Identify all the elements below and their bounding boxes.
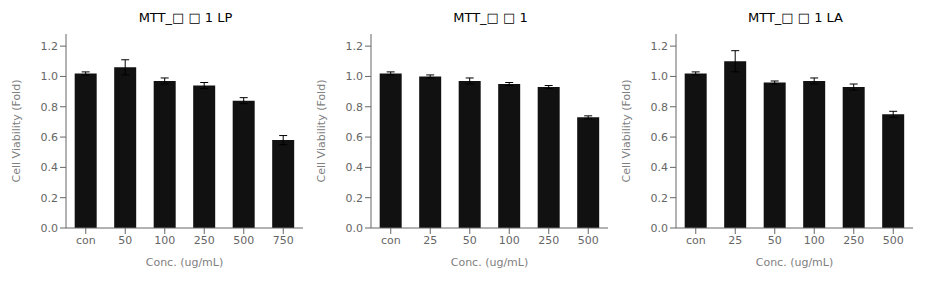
svg-text:0.0: 0.0 [41, 222, 59, 235]
svg-text:750: 750 [273, 234, 294, 247]
svg-text:0.8: 0.8 [651, 101, 669, 114]
svg-text:250: 250 [843, 234, 864, 247]
svg-text:0.4: 0.4 [651, 161, 669, 174]
svg-text:Cell Viability (Fold): Cell Viability (Fold) [620, 80, 633, 183]
svg-text:1.0: 1.0 [41, 70, 59, 83]
svg-text:25: 25 [423, 234, 437, 247]
html-text:MTT_□ □ 1 LP: MTT_□ □ 1 LP [138, 10, 233, 25]
svg-text:0.6: 0.6 [41, 131, 59, 144]
svg-text:con: con [686, 234, 706, 247]
svg-text:500: 500 [883, 234, 904, 247]
svg-text:0.4: 0.4 [41, 161, 59, 174]
html-text:MTT_□ □ 1: MTT_□ □ 1 [453, 10, 528, 25]
svg-text:0.6: 0.6 [346, 131, 364, 144]
svg-text:50: 50 [768, 234, 782, 247]
svg-text:0.2: 0.2 [346, 192, 364, 205]
svg-text:100: 100 [804, 234, 825, 247]
svg-text:1.2: 1.2 [346, 40, 364, 53]
svg-text:0.2: 0.2 [651, 192, 669, 205]
svg-text:50: 50 [463, 234, 477, 247]
html-text:MTT_□ □ 1 LA: MTT_□ □ 1 LA [748, 10, 843, 25]
svg-text:0.4: 0.4 [346, 161, 364, 174]
svg-text:Cell Viability (Fold): Cell Viability (Fold) [315, 80, 328, 183]
svg-text:250: 250 [194, 234, 215, 247]
svg-text:0.6: 0.6 [651, 131, 669, 144]
svg-text:Conc. (ug/mL): Conc. (ug/mL) [146, 256, 224, 269]
svg-text:Conc. (ug/mL): Conc. (ug/mL) [451, 256, 529, 269]
svg-text:0.8: 0.8 [41, 101, 59, 114]
svg-text:500: 500 [578, 234, 599, 247]
svg-text:1.2: 1.2 [41, 40, 59, 53]
svg-text:25: 25 [728, 234, 742, 247]
svg-text:1.2: 1.2 [651, 40, 669, 53]
svg-text:con: con [381, 234, 401, 247]
svg-text:100: 100 [154, 234, 175, 247]
svg-text:Conc. (ug/mL): Conc. (ug/mL) [756, 256, 834, 269]
svg-text:Cell Viability (Fold): Cell Viability (Fold) [10, 80, 23, 183]
svg-text:500: 500 [233, 234, 254, 247]
svg-text:0.0: 0.0 [651, 222, 669, 235]
svg-text:250: 250 [538, 234, 559, 247]
svg-text:con: con [76, 234, 96, 247]
svg-text:1.0: 1.0 [346, 70, 364, 83]
svg-text:1.0: 1.0 [651, 70, 669, 83]
svg-text:50: 50 [118, 234, 132, 247]
svg-text:100: 100 [499, 234, 520, 247]
svg-text:0.2: 0.2 [41, 192, 59, 205]
svg-text:0.0: 0.0 [346, 222, 364, 235]
svg-text:0.8: 0.8 [346, 101, 364, 114]
